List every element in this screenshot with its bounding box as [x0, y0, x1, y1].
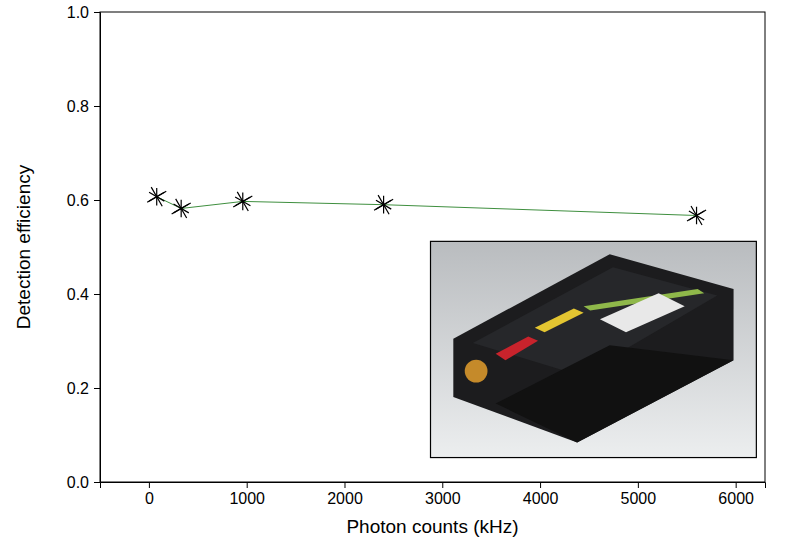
- tick: 0.4: [67, 286, 100, 303]
- tick: 4000: [523, 482, 559, 507]
- chart: 0 1000 2000 3000 4000 5000 6000 0.0 0.2 0.4 0.6 0.8…: [0, 0, 792, 547]
- tick-mark: [94, 388, 100, 389]
- tick-mark: [540, 482, 541, 488]
- tick-label: 0.0: [67, 474, 89, 491]
- tick: 0: [145, 482, 154, 507]
- tick: 5000: [621, 482, 657, 507]
- tick-label: 0.2: [67, 380, 89, 397]
- data-point-arm: [147, 187, 166, 206]
- inset-frame: [431, 241, 757, 457]
- device-connector: [465, 360, 488, 383]
- device-label: [535, 308, 584, 332]
- tick-mark: [94, 294, 100, 295]
- tick-label: 1.0: [67, 4, 89, 21]
- tick-mark: [94, 106, 100, 107]
- tick-label: 1000: [229, 490, 265, 507]
- plot: 0 1000 2000 3000 4000 5000 6000 0.0 0.2 0.4 0.6 0.8…: [67, 4, 766, 508]
- data-point-arm: [172, 199, 191, 218]
- tick-label: 3000: [425, 490, 461, 507]
- tick-label: 6000: [718, 490, 754, 507]
- tick-mark: [442, 482, 443, 488]
- tick: 2000: [327, 482, 363, 507]
- tick-mark: [94, 482, 100, 483]
- x-axis-title: Photon counts (kHz): [346, 516, 518, 537]
- tick: 3000: [425, 482, 461, 507]
- tick-label: 5000: [621, 490, 657, 507]
- axis-line: [94, 13, 101, 483]
- device-label: [600, 293, 685, 332]
- tick: 6000: [718, 482, 754, 507]
- tick: 0.2: [67, 380, 100, 397]
- data-point-arm: [233, 192, 252, 211]
- tick: 0.8: [67, 98, 100, 115]
- y-axis-title: Detection efficiency: [13, 164, 34, 329]
- tick-mark: [149, 482, 150, 488]
- tick-mark: [344, 482, 345, 488]
- tick: 1000: [229, 482, 265, 507]
- tick-label: 0: [145, 490, 154, 507]
- x-axis: 0 1000 2000 3000 4000 5000 6000: [101, 482, 766, 507]
- tick-mark: [94, 12, 100, 13]
- y-axis: 0.0 0.2 0.4 0.6 0.8 1.0: [67, 4, 101, 491]
- data-point-arm: [374, 195, 393, 214]
- inset-photo: [431, 241, 757, 457]
- tick-label: 4000: [523, 490, 559, 507]
- tick-label: 2000: [327, 490, 363, 507]
- data-point-arm: [687, 206, 706, 225]
- plot-frame: [100, 12, 765, 482]
- tick-mark: [247, 482, 248, 488]
- tick: 0.6: [67, 192, 100, 209]
- tick-label: 0.4: [67, 286, 89, 303]
- tick: 0.0: [67, 474, 100, 491]
- tick-label: 0.6: [67, 192, 89, 209]
- data-line: [157, 197, 697, 216]
- axis-line: [101, 483, 766, 489]
- tick-mark: [638, 482, 639, 488]
- data-marks: [147, 187, 706, 225]
- device-side: [496, 345, 734, 442]
- tick-label: 0.8: [67, 98, 89, 115]
- tick-mark: [736, 482, 737, 488]
- tick-mark: [94, 200, 100, 201]
- tick: 1.0: [67, 4, 100, 21]
- device-body: [453, 254, 733, 442]
- device-label: [496, 336, 538, 360]
